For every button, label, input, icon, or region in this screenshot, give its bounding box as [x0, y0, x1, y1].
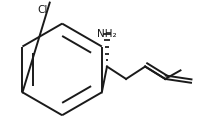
Text: NH₂: NH₂ [97, 29, 117, 39]
Text: Cl: Cl [37, 5, 47, 15]
